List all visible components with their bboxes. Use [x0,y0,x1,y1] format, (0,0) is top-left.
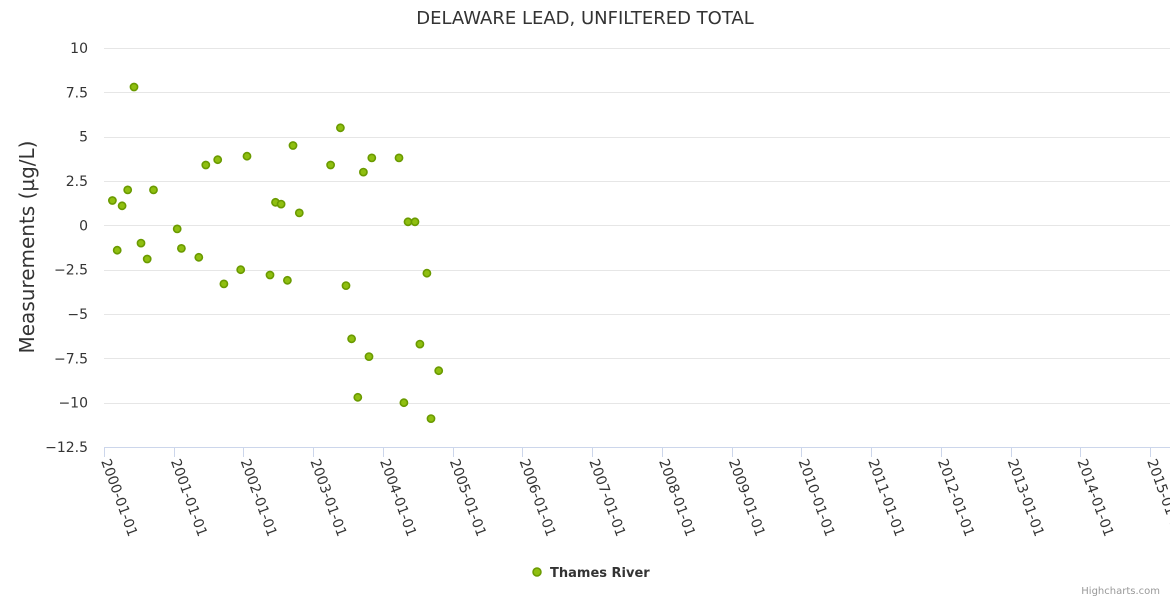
data-point[interactable] [341,281,351,290]
data-point[interactable] [394,153,404,163]
data-point[interactable] [415,339,425,349]
credits-link[interactable]: Highcharts.com [1081,586,1160,597]
data-point[interactable] [219,279,229,289]
data-point[interactable] [265,270,275,280]
data-point[interactable] [194,252,204,262]
points-layer [108,82,444,423]
chart-title: DELAWARE LEAD, UNFILTERED TOTAL [416,8,754,29]
y-tick-label: 0 [79,218,88,234]
data-point[interactable] [434,366,444,376]
data-point[interactable] [142,254,152,264]
y-tick-label: 2.5 [66,174,88,190]
legend[interactable]: Thames River [532,566,650,581]
data-point[interactable] [123,185,133,195]
data-point[interactable] [149,185,158,195]
data-point[interactable] [353,392,363,402]
data-point[interactable] [426,414,436,423]
legend-marker [532,567,542,577]
y-axis-label: Measurements (µg/L) [15,141,39,354]
data-point[interactable] [213,155,223,165]
y-tick-label: 5 [79,130,88,146]
y-tick-label: −10 [58,396,88,412]
data-point[interactable] [176,243,186,253]
y-tick-label: 10 [70,41,88,57]
y-tick-label: 7.5 [66,85,88,101]
y-tick-label: −2.5 [54,263,88,279]
data-point[interactable] [276,199,286,209]
data-point[interactable] [117,201,127,211]
data-point[interactable] [399,398,409,408]
data-point[interactable] [364,352,374,361]
data-point[interactable] [367,153,377,163]
data-point[interactable] [403,217,413,227]
data-point[interactable] [282,275,292,285]
y-tick-label: −12.5 [45,440,88,456]
data-point[interactable] [129,82,139,92]
y-tick-label: −5 [67,307,88,323]
data-point[interactable] [410,217,420,227]
data-point[interactable] [236,265,246,275]
data-point[interactable] [326,160,335,170]
data-point[interactable] [112,245,122,255]
data-point[interactable] [288,141,298,150]
legend-label[interactable]: Thames River [550,566,650,581]
data-point[interactable] [108,196,117,205]
data-point[interactable] [422,268,432,278]
data-point[interactable] [242,151,252,161]
data-point[interactable] [358,167,368,177]
data-point[interactable] [136,238,146,248]
y-tick-label: −7.5 [54,351,88,367]
data-point[interactable] [335,123,345,133]
data-point[interactable] [201,160,211,170]
data-point[interactable] [294,208,304,218]
data-point[interactable] [347,334,356,344]
data-point[interactable] [172,224,182,234]
